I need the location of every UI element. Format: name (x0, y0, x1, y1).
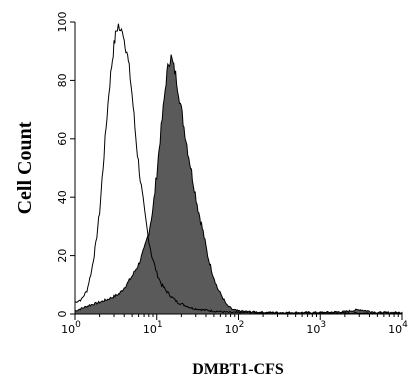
y-tick-label: 60 (56, 132, 69, 146)
x-tick-exponent: 1 (157, 320, 163, 330)
y-tick-label: 100 (56, 12, 69, 33)
y-tick-label: 0 (56, 311, 69, 318)
y-tick-label: 40 (56, 190, 69, 204)
y-tick-label: 20 (56, 249, 69, 263)
x-tick-exponent: 2 (239, 320, 245, 330)
x-tick-base: 10 (306, 323, 320, 336)
series-outline-histogram (74, 23, 403, 315)
x-tick-base: 10 (143, 323, 157, 336)
x-tick-label: 101 (143, 320, 163, 336)
x-tick-exponent: 3 (320, 320, 326, 330)
y-tick-label: 80 (56, 73, 69, 87)
x-tick-label: 100 (61, 320, 81, 336)
x-tick-base: 10 (225, 323, 239, 336)
x-axis-label: DMBT1-CFS (192, 361, 284, 378)
y-axis-label: Cell Count (14, 121, 36, 214)
x-tick-base: 10 (388, 323, 402, 336)
y-axis-ticks: 0 20 40 60 80 100 (56, 12, 75, 318)
x-tick-exponent: 0 (75, 320, 81, 330)
x-tick-exponent: 4 (402, 320, 408, 330)
series-filled-histogram (74, 54, 403, 315)
x-tick-label: 102 (225, 320, 245, 336)
x-axis-ticks: 100 101 102 103 104 (61, 314, 408, 336)
x-tick-label: 103 (306, 320, 326, 336)
x-tick-base: 10 (61, 323, 75, 336)
x-tick-label: 104 (388, 320, 408, 336)
